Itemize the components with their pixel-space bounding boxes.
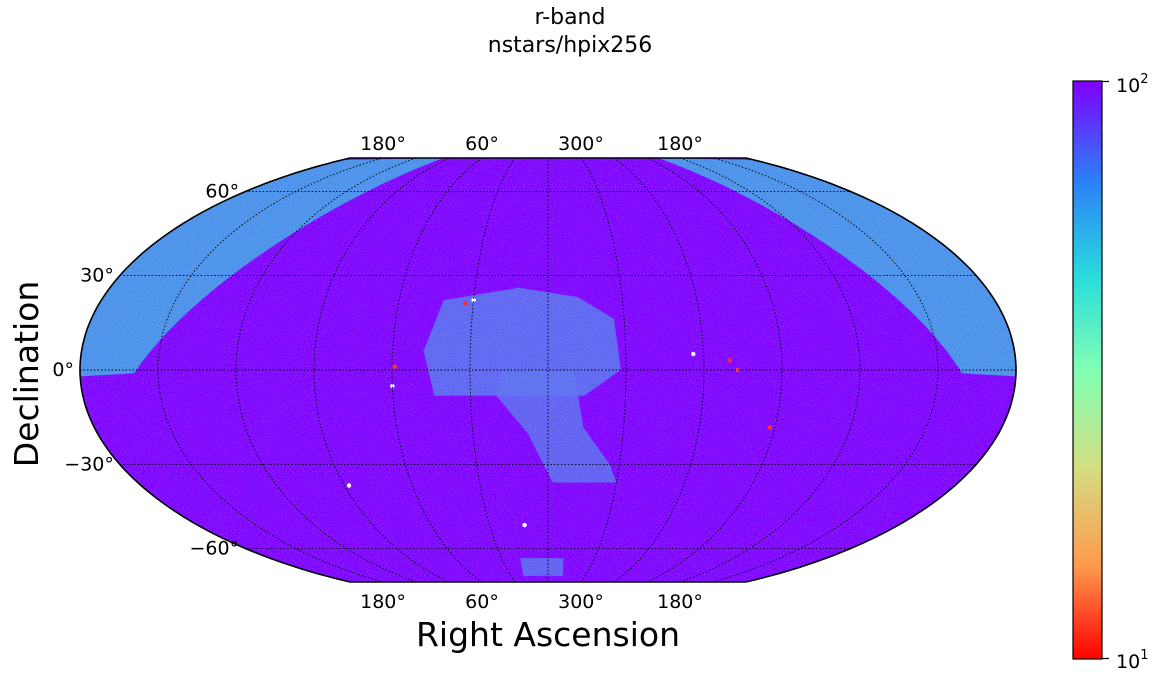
meridian-1 [157, 158, 384, 582]
x-tick-top-2: 300° [558, 133, 604, 155]
y-tick-labels: 60° 30° 0° −30° −60° [52, 181, 239, 560]
hotspot-0 [727, 358, 732, 363]
y-tick-1: 30° [80, 265, 114, 287]
colorbar-min-base: 10 [1116, 651, 1140, 673]
x-axis-label: Right Ascension [416, 615, 680, 654]
x-tick-bottom-3: 180° [657, 591, 703, 613]
map-outline [79, 157, 1017, 583]
x-tick-labels-bottom: 180° 60° 300° 180° [360, 591, 703, 613]
chart-title: r-band [535, 5, 606, 30]
hotspot-3 [767, 425, 772, 430]
colorbar-gradient [1072, 80, 1103, 660]
x-tick-bottom-2: 300° [558, 591, 604, 613]
low-density-spots [346, 297, 772, 528]
y-tick-4: −60° [189, 537, 239, 559]
x-tick-bottom-0: 180° [360, 591, 406, 613]
x-tick-top-1: 60° [465, 133, 499, 155]
y-axis-label: Declination [7, 281, 46, 468]
meridian-3 [313, 158, 450, 582]
colorbar-label-min: 101 [1116, 648, 1148, 673]
hotspot-6 [463, 301, 468, 306]
x-tick-labels-top: 180° 60° 300° 180° [360, 133, 703, 155]
y-tick-0: 60° [205, 181, 239, 203]
colorbar-label-max: 102 [1116, 72, 1148, 97]
hotspot-1 [735, 367, 740, 373]
colorbar-max-base: 10 [1116, 75, 1140, 97]
sky-map [79, 157, 1017, 583]
meridian-11 [712, 158, 939, 582]
meridian-9 [646, 158, 783, 582]
y-tick-2: 0° [52, 359, 74, 381]
meridian-8 [613, 158, 705, 582]
colorbar-min-exponent: 1 [1140, 648, 1148, 663]
colorbar: 102 101 [1072, 72, 1148, 673]
chart-subtitle: nstars/hpix256 [488, 33, 652, 58]
hotspot-8 [522, 522, 527, 528]
hotspot-9 [346, 483, 352, 488]
hotspot-5 [390, 383, 395, 389]
hotspot-2 [691, 351, 696, 357]
x-tick-bottom-1: 60° [465, 591, 499, 613]
x-tick-top-0: 180° [360, 133, 406, 155]
hotspot-7 [471, 297, 476, 303]
x-tick-top-3: 180° [657, 133, 703, 155]
colorbar-max-exponent: 2 [1140, 72, 1148, 87]
hotspot-4 [392, 364, 397, 369]
meridian-4 [391, 158, 483, 582]
y-tick-3: −30° [64, 454, 114, 476]
